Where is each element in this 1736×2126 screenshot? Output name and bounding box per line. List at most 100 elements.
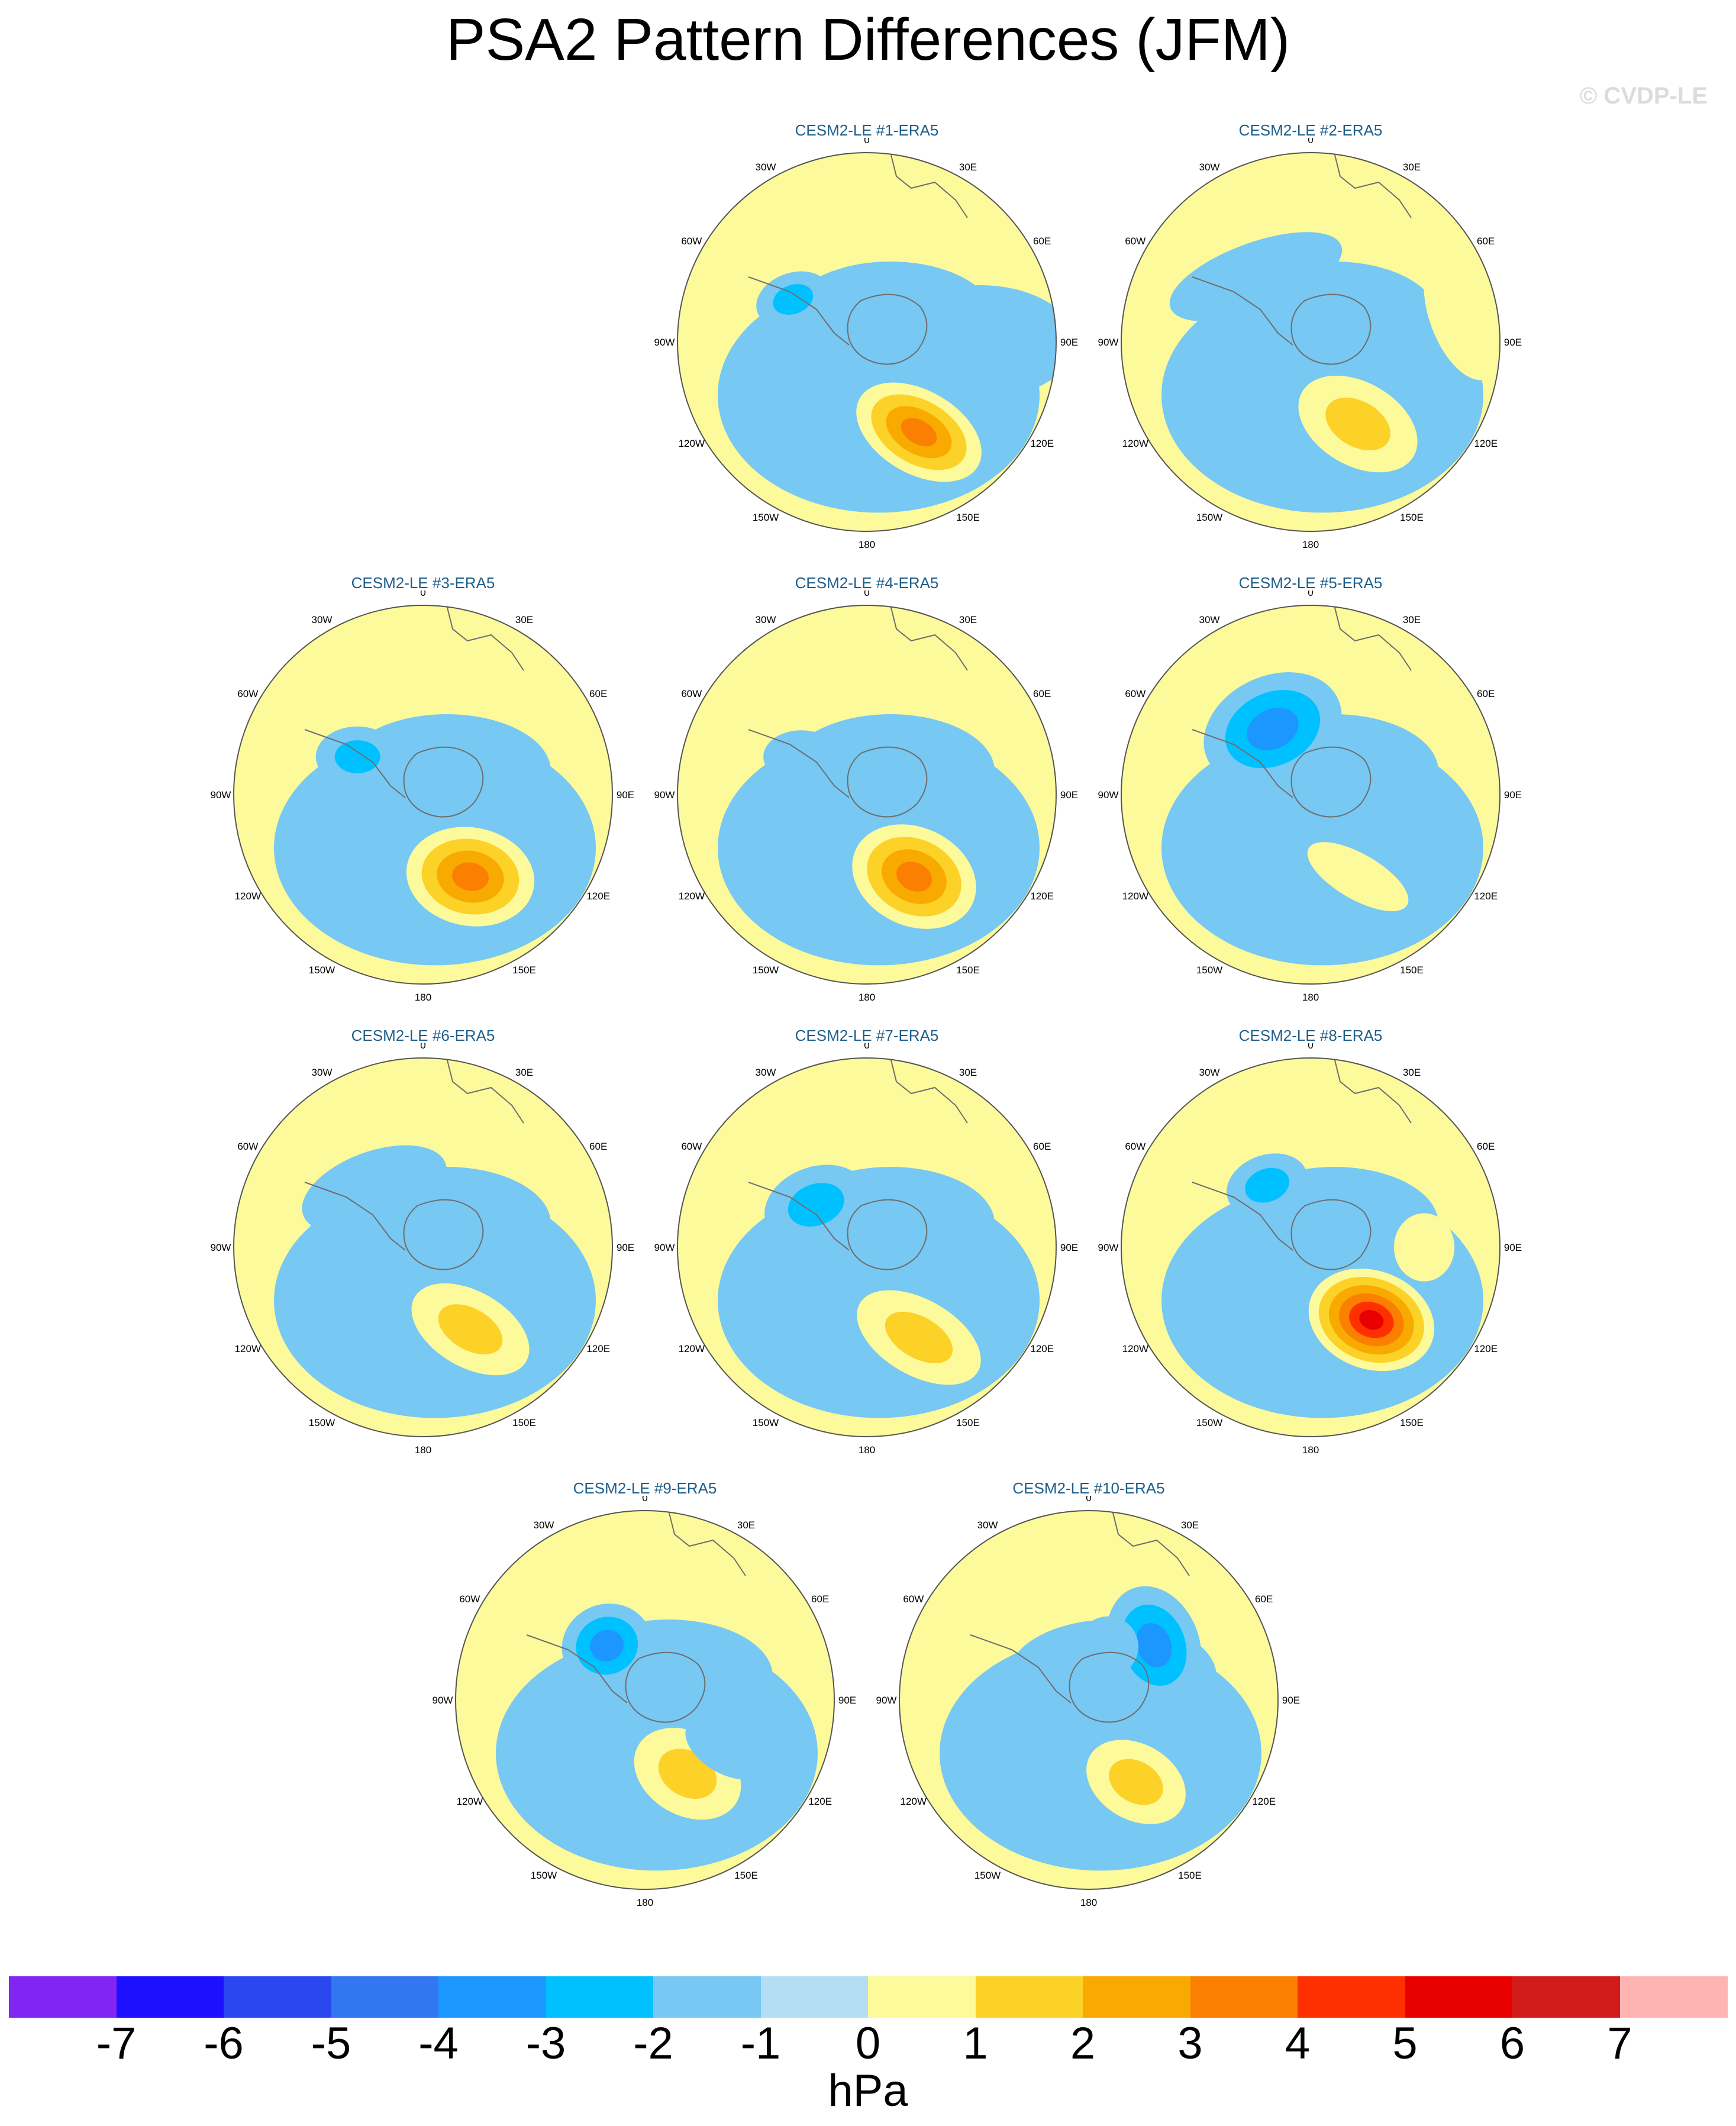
coastline (1192, 276, 1293, 346)
map-panel-4: CESM2-LE #4-ERA5 0 30E 60E 90E 120E 150E 180 150… (654, 574, 1080, 1024)
longitude-label: 120E (1030, 1343, 1054, 1354)
longitude-label: 30E (959, 614, 977, 625)
longitude-label: 90E (1504, 337, 1522, 348)
longitude-label: 120E (1252, 1796, 1276, 1807)
longitude-label: 60E (811, 1593, 829, 1605)
colorbar-tick-label: -6 (204, 2018, 244, 2069)
coastline (1112, 1511, 1190, 1576)
map-panel-8: CESM2-LE #8-ERA5 0 30E 60E 90E 120E 150E 180 150… (1098, 1027, 1524, 1476)
anomaly-contour (896, 862, 932, 892)
coastline (1334, 153, 1412, 218)
anomaly-contour (1199, 1087, 1290, 1126)
anomaly-contour (763, 638, 846, 684)
longitude-label: 90E (1060, 789, 1078, 801)
longitude-label: 120E (1474, 438, 1498, 449)
longitude-label: 90W (654, 337, 675, 348)
map-boundary (233, 1057, 613, 1437)
longitude-label: 60E (1477, 235, 1495, 247)
longitude-label: 60E (1477, 1141, 1495, 1152)
longitude-label: 0 (1308, 138, 1313, 146)
coastline (304, 729, 406, 798)
map-panel-7: CESM2-LE #7-ERA5 0 30E 60E 90E 120E 150E 180 150… (654, 1027, 1080, 1476)
coastline (1192, 1182, 1293, 1251)
longitude-label: 150E (1400, 964, 1424, 976)
longitude-label: 30W (1199, 1067, 1220, 1078)
colorbar-segment (868, 1976, 976, 2018)
longitude-label: 30E (515, 1067, 533, 1078)
longitude-label: 90E (1504, 1242, 1522, 1253)
longitude-label: 120W (1122, 891, 1148, 902)
anomaly-contour (1169, 232, 1343, 322)
map-panel-6: CESM2-LE #6-ERA5 0 30E 60E 90E 120E 150E 180 150… (210, 1027, 636, 1476)
longitude-label: 60E (1255, 1593, 1273, 1605)
map-panel-2: CESM2-LE #2-ERA5 0 30E 60E 90E 120E 150E 180 150… (1098, 121, 1524, 571)
colorbar-segment (1619, 1976, 1728, 2018)
longitude-label: 150E (1178, 1870, 1202, 1881)
map-boundary (1121, 152, 1501, 532)
anomaly-contour (1247, 708, 1299, 751)
polar-map: 0 30E 60E 90E 120E 150E 180 150W 120W 90W 60W 30W (876, 1496, 1301, 1908)
longitude-label: 30W (534, 1520, 554, 1531)
coastline (847, 1199, 928, 1270)
map-boundary (677, 605, 1057, 985)
colorbar-segment (1083, 1976, 1191, 2018)
colorbar-segment (224, 1976, 332, 2018)
longitude-label: 60W (237, 688, 258, 699)
anomaly-contour (1077, 1616, 1139, 1677)
longitude-label: 30E (1403, 614, 1421, 625)
longitude-label: 30E (1403, 162, 1421, 173)
longitude-label: 60E (1033, 235, 1051, 247)
longitude-label: 90W (433, 1695, 453, 1706)
panel-title: CESM2-LE #10-ERA5 (1012, 1479, 1165, 1497)
longitude-label: 0 (864, 1043, 869, 1051)
negative-anomaly-region (786, 714, 995, 828)
coastline (1069, 1651, 1150, 1723)
longitude-label: 180 (1302, 539, 1319, 550)
longitude-label: 150W (309, 1417, 335, 1428)
longitude-label: 150E (512, 1417, 536, 1428)
colorbar-tick-label: 6 (1499, 2018, 1525, 2069)
longitude-label: 180 (859, 1444, 875, 1456)
longitude-label: 150W (975, 1870, 1001, 1881)
coastline (403, 1199, 484, 1270)
longitude-label: 60W (681, 235, 702, 247)
colorbar-tick-label: -7 (96, 2018, 137, 2069)
longitude-label: 180 (1302, 992, 1319, 1003)
coastline (970, 1634, 1072, 1704)
longitude-label: 150E (956, 512, 980, 523)
longitude-label: 60E (589, 688, 607, 699)
anomaly-contour (788, 1183, 844, 1227)
colorbar (9, 1976, 1728, 2018)
longitude-label: 60W (1125, 688, 1145, 699)
anomaly-contour (763, 730, 840, 783)
colorbar-tick-label: 7 (1607, 2018, 1632, 2069)
colorbar-tick-label: -3 (525, 2018, 566, 2069)
longitude-label: 60W (237, 1141, 258, 1152)
colorbar-segment (546, 1976, 654, 2018)
longitude-label: 150E (956, 1417, 980, 1428)
coastline (890, 1058, 968, 1124)
longitude-label: 90E (617, 789, 634, 801)
longitude-label: 150W (1196, 512, 1222, 523)
longitude-label: 90E (1504, 789, 1522, 801)
panel-title: CESM2-LE #9-ERA5 (573, 1479, 717, 1497)
longitude-label: 90W (876, 1695, 897, 1706)
longitude-label: 90W (1098, 337, 1119, 348)
panel-title: CESM2-LE #7-ERA5 (795, 1027, 939, 1044)
anomaly-contour (302, 1145, 447, 1234)
colorbar-segment (331, 1976, 439, 2018)
coastline (748, 1182, 850, 1251)
longitude-label: 30W (756, 1067, 776, 1078)
longitude-label: 180 (859, 992, 875, 1003)
polar-map: 0 30E 60E 90E 120E 150E 180 150W 120W 90W 60W 30W (1098, 1043, 1522, 1456)
longitude-label: 30E (515, 614, 533, 625)
panel-title: CESM2-LE #3-ERA5 (351, 574, 495, 592)
longitude-label: 120W (679, 1343, 705, 1354)
coastline (890, 153, 968, 218)
longitude-label: 120E (1030, 438, 1054, 449)
colorbar-segment (1512, 1976, 1621, 2018)
colorbar-tick-label: -1 (740, 2018, 781, 2069)
longitude-label: 120E (808, 1796, 832, 1807)
longitude-label: 0 (864, 591, 869, 598)
coastline (403, 746, 484, 818)
